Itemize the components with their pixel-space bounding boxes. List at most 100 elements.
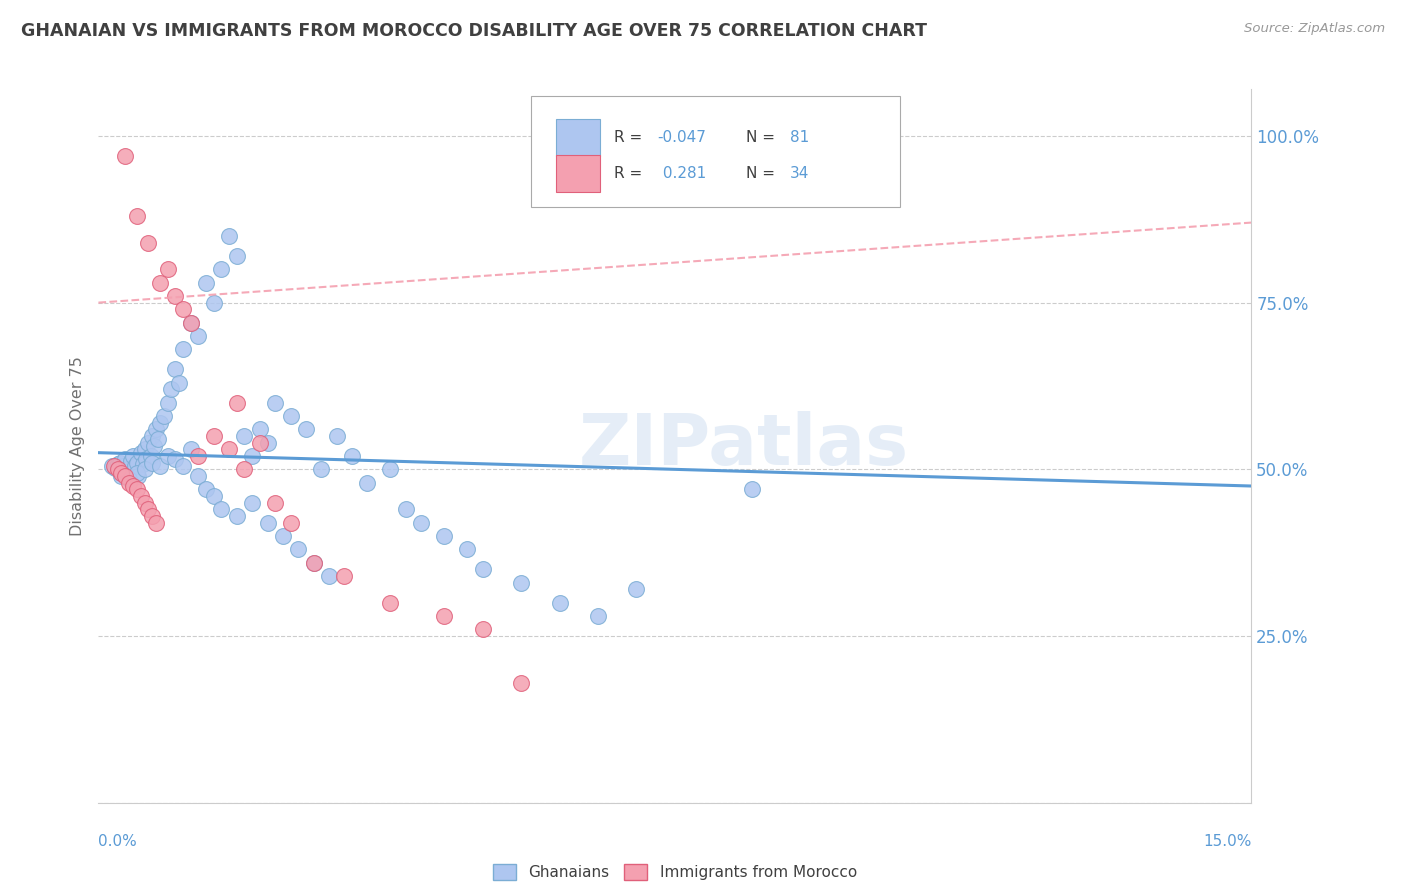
Point [333,569,356,583]
Point [134,496,156,510]
Point [264,496,287,510]
Point [471,623,494,637]
Point [141,509,163,524]
Text: 0.0%: 0.0% [98,834,138,849]
Point [138,435,160,450]
Point [233,462,256,476]
Point [165,289,187,303]
Point [110,469,132,483]
Point [180,442,202,457]
Point [187,449,209,463]
Point [395,502,418,516]
Point [218,442,240,457]
Point [108,456,131,470]
Point [149,458,172,473]
Point [209,262,232,277]
Point [110,466,132,480]
Point [141,456,163,470]
Point [195,483,218,497]
Point [510,675,533,690]
Point [156,262,179,277]
Point [160,382,183,396]
Point [167,376,190,390]
Point [165,452,187,467]
Text: Source: ZipAtlas.com: Source: ZipAtlas.com [1244,22,1385,36]
Point [141,429,163,443]
Point [195,276,218,290]
Point [256,516,278,530]
Point [149,276,172,290]
Point [118,464,141,478]
Legend: Ghanaians, Immigrants from Morocco: Ghanaians, Immigrants from Morocco [485,856,865,888]
Point [302,556,325,570]
Point [138,502,160,516]
Point [125,456,148,470]
Text: GHANAIAN VS IMMIGRANTS FROM MOROCCO DISABILITY AGE OVER 75 CORRELATION CHART: GHANAIAN VS IMMIGRANTS FROM MOROCCO DISA… [21,22,927,40]
FancyBboxPatch shape [557,155,600,192]
Point [287,542,309,557]
Point [172,458,194,473]
Point [110,466,132,480]
Point [145,516,167,530]
Text: N =: N = [747,130,780,145]
Point [139,449,162,463]
Point [103,458,125,473]
Point [125,209,148,223]
Point [180,316,202,330]
Point [129,445,152,459]
Point [117,462,139,476]
Point [125,466,148,480]
Point [240,449,263,463]
Text: 81: 81 [790,130,810,145]
Point [302,556,325,570]
Point [122,449,145,463]
Point [104,461,127,475]
Text: R =: R = [614,130,647,145]
Point [225,249,247,263]
Point [138,235,160,250]
Text: ZIPatlas: ZIPatlas [579,411,910,481]
Point [129,489,152,503]
Point [107,457,129,471]
Point [325,429,347,443]
Point [101,458,124,473]
Point [411,516,433,530]
Point [125,483,148,497]
Point [145,422,167,436]
Point [380,462,402,476]
Point [114,452,136,467]
Point [122,479,145,493]
Point [433,529,456,543]
Point [456,542,478,557]
Point [165,362,187,376]
Point [240,496,263,510]
Text: -0.047: -0.047 [658,130,706,145]
Point [172,302,194,317]
Point [340,449,363,463]
Point [471,562,494,576]
Text: R =: R = [614,166,647,181]
Point [187,469,209,483]
Point [741,483,763,497]
Point [433,609,456,624]
Point [124,458,146,473]
Point [318,569,340,583]
Point [180,316,202,330]
Point [249,422,271,436]
Point [218,228,240,243]
Point [107,462,129,476]
Point [134,442,156,457]
Text: 34: 34 [790,166,810,181]
Point [156,395,179,409]
Point [114,149,136,163]
Point [172,343,194,357]
Point [249,435,271,450]
Point [114,469,136,483]
Point [233,429,256,443]
Point [209,502,232,516]
Point [134,462,156,476]
Point [118,472,141,486]
Text: N =: N = [747,166,780,181]
Point [280,516,302,530]
Point [202,489,225,503]
